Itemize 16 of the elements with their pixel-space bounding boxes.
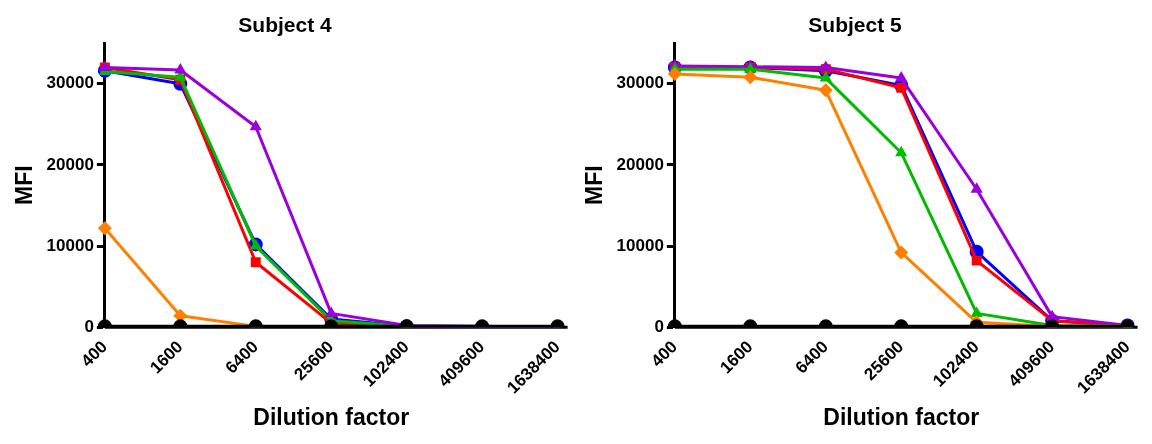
y-tick-label: 10000 xyxy=(46,235,94,255)
y-tick-label: 10000 xyxy=(616,235,664,255)
y-tick-label: 20000 xyxy=(46,154,94,174)
y-axis-title: MFI xyxy=(581,165,608,205)
y-tick-label: 0 xyxy=(84,316,94,336)
x-axis-title: Dilution factor xyxy=(823,403,980,430)
x-tick-label: 400 xyxy=(647,337,682,371)
chart-title: Subject 5 xyxy=(808,13,902,37)
y-tick-label: 30000 xyxy=(616,73,664,93)
y-tick-label: 0 xyxy=(654,316,664,336)
y-axis-title: MFI xyxy=(11,165,38,205)
y-tick-label: 20000 xyxy=(616,154,664,174)
y-tick-label: 30000 xyxy=(46,73,94,93)
x-tick-label: 400 xyxy=(77,337,112,371)
chart-title: Subject 4 xyxy=(238,13,332,37)
x-axis-title: Dilution factor xyxy=(253,403,410,430)
